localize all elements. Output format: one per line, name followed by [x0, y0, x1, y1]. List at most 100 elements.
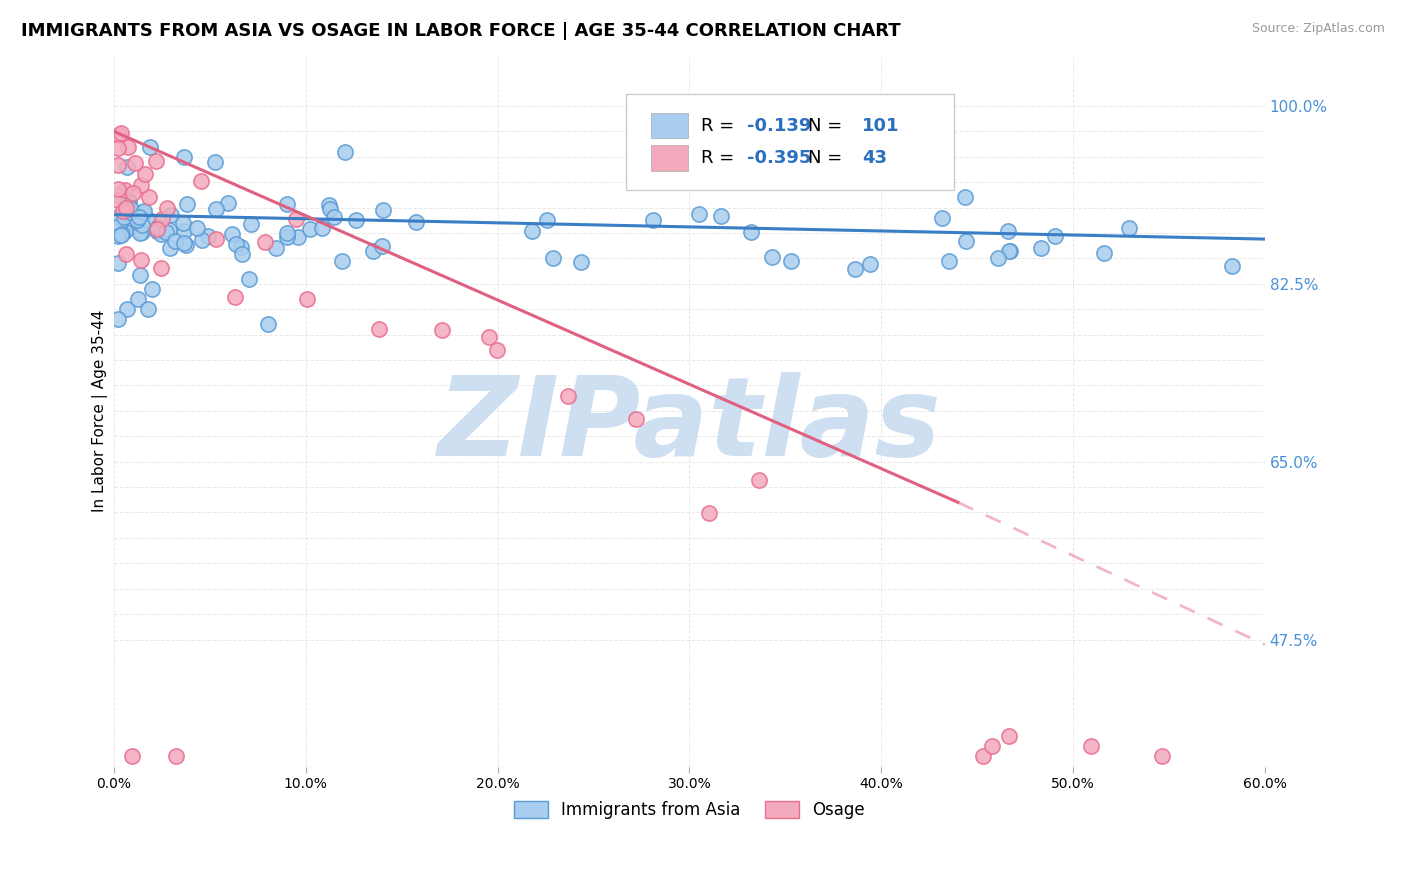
Point [217, 196, 239, 211]
Point [115, 160, 138, 174]
Point [121, 749, 143, 764]
Point [131, 218, 153, 232]
Point [253, 235, 276, 249]
Point [557, 389, 579, 403]
Point [276, 229, 298, 244]
Text: 43: 43 [862, 149, 887, 168]
Point [186, 220, 208, 235]
Text: 101: 101 [862, 117, 900, 135]
Point [740, 225, 762, 239]
Point [107, 256, 129, 270]
Point [344, 212, 367, 227]
Text: N =: N = [808, 117, 848, 135]
Point [953, 190, 976, 204]
Point [115, 201, 138, 215]
Point [136, 302, 159, 317]
Text: ZIPatlas: ZIPatlas [437, 372, 941, 479]
Point [107, 312, 129, 326]
Point [997, 244, 1019, 258]
Point [318, 198, 340, 212]
Point [118, 205, 141, 219]
Point [361, 244, 384, 258]
Legend: Immigrants from Asia, Osage: Immigrants from Asia, Osage [508, 794, 872, 826]
Point [430, 323, 453, 337]
Point [931, 211, 953, 226]
FancyBboxPatch shape [626, 95, 955, 190]
Point [224, 290, 246, 304]
Point [118, 216, 141, 230]
Point [204, 154, 226, 169]
Point [1118, 221, 1140, 235]
Point [859, 257, 882, 271]
Point [780, 254, 803, 268]
Text: N =: N = [808, 149, 848, 168]
Point [322, 210, 344, 224]
Point [107, 210, 129, 224]
Point [284, 211, 307, 226]
Point [1029, 242, 1052, 256]
Point [176, 197, 198, 211]
Point [111, 227, 134, 241]
Point [298, 221, 321, 235]
Point [149, 227, 172, 241]
Point [761, 250, 783, 264]
Point [191, 233, 214, 247]
Point [110, 126, 132, 140]
Point [156, 202, 179, 216]
Point [1092, 246, 1115, 260]
Point [131, 205, 153, 219]
Point [748, 473, 770, 487]
Point [129, 178, 152, 192]
Point [190, 174, 212, 188]
Point [297, 292, 319, 306]
Point [1220, 259, 1243, 273]
Point [287, 230, 309, 244]
Point [844, 261, 866, 276]
Point [163, 235, 186, 249]
Point [257, 318, 280, 332]
Point [108, 128, 131, 143]
Point [138, 213, 160, 227]
Point [174, 237, 197, 252]
Point [131, 225, 153, 239]
Point [121, 186, 143, 201]
Point [118, 194, 141, 208]
Point [371, 203, 394, 218]
Point [972, 749, 994, 764]
Point [955, 234, 977, 248]
Point [1080, 739, 1102, 754]
Point [264, 241, 287, 255]
Point [238, 271, 260, 285]
Point [485, 343, 508, 357]
Point [145, 154, 167, 169]
FancyBboxPatch shape [651, 112, 688, 138]
Point [107, 158, 129, 172]
Point [624, 412, 647, 426]
Point [148, 219, 170, 234]
Point [172, 216, 194, 230]
Point [330, 254, 353, 268]
Point [541, 252, 564, 266]
Point [112, 211, 135, 225]
Point [536, 212, 558, 227]
Point [276, 197, 298, 211]
Point [114, 247, 136, 261]
Point [107, 229, 129, 244]
Point [173, 150, 195, 164]
Point [155, 225, 177, 239]
Point [405, 215, 427, 229]
Point [125, 213, 148, 227]
Point [173, 224, 195, 238]
Point [204, 202, 226, 216]
Text: -0.139: -0.139 [747, 117, 811, 135]
Point [108, 219, 131, 234]
Point [114, 183, 136, 197]
FancyBboxPatch shape [651, 145, 688, 171]
Text: R =: R = [700, 149, 740, 168]
Point [128, 210, 150, 224]
Point [333, 145, 356, 159]
Point [121, 213, 143, 227]
Point [157, 223, 180, 237]
Point [166, 749, 188, 764]
Point [115, 302, 138, 317]
